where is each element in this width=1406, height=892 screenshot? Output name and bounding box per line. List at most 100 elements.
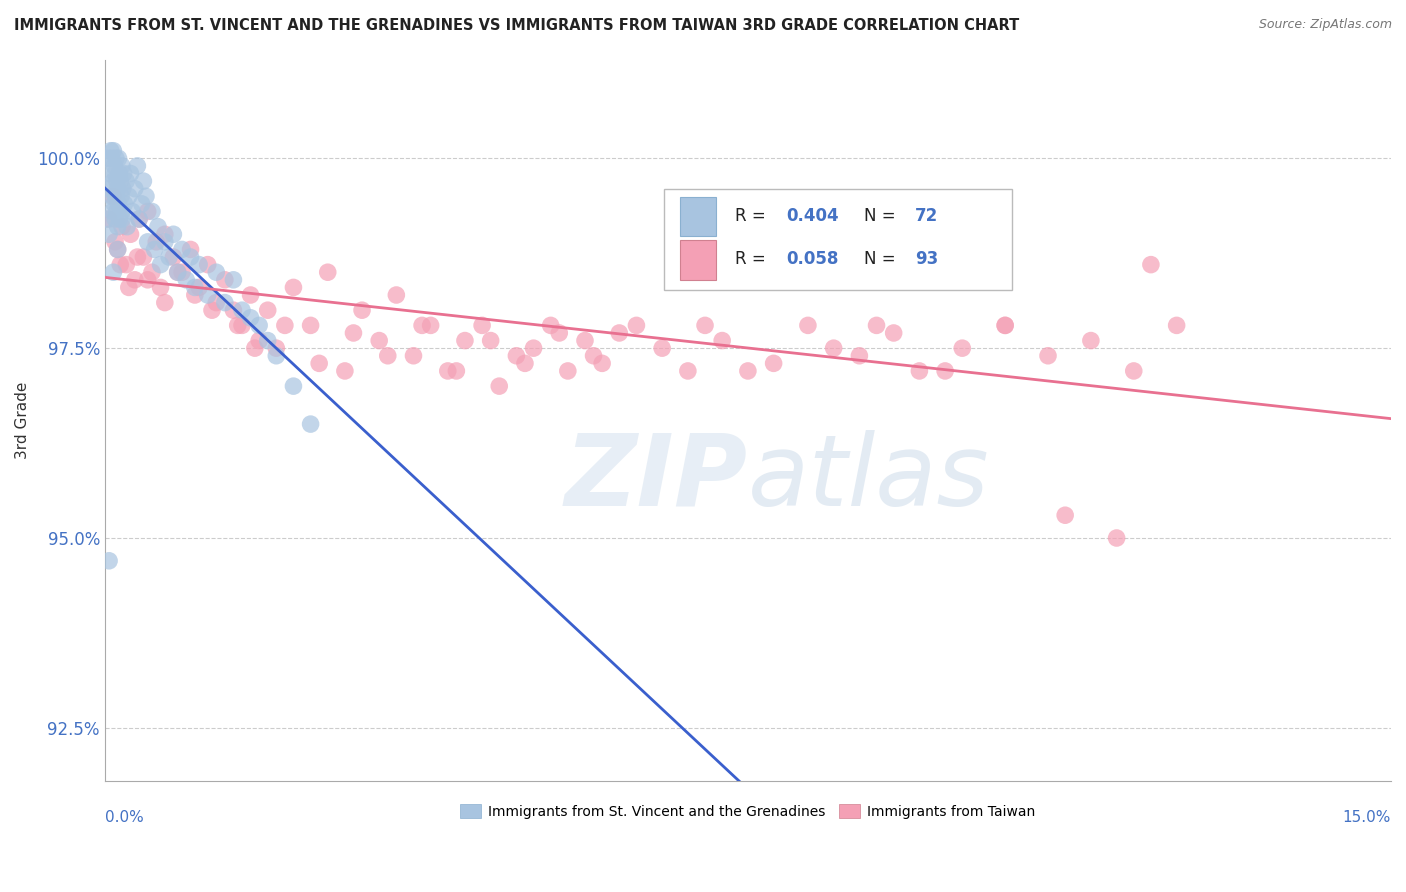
Point	[1122, 364, 1144, 378]
Point	[454, 334, 477, 348]
Point	[157, 250, 180, 264]
Point	[274, 318, 297, 333]
Point	[402, 349, 425, 363]
Point	[522, 341, 544, 355]
Point	[299, 318, 322, 333]
Point	[136, 273, 159, 287]
Text: N =: N =	[863, 207, 900, 225]
Point	[128, 212, 150, 227]
Point	[166, 265, 188, 279]
Point	[316, 265, 339, 279]
Point	[308, 356, 330, 370]
Point	[676, 364, 699, 378]
Point	[128, 212, 150, 227]
Point	[994, 318, 1017, 333]
Point	[247, 334, 270, 348]
Point	[582, 349, 605, 363]
Point	[114, 197, 136, 211]
Point	[950, 341, 973, 355]
Point	[105, 204, 128, 219]
Point	[266, 349, 288, 363]
Point	[205, 265, 228, 279]
Point	[823, 341, 845, 355]
Point	[342, 326, 364, 340]
Point	[100, 144, 122, 158]
Point	[184, 288, 207, 302]
Point	[143, 243, 166, 257]
Point	[146, 219, 169, 234]
Point	[107, 243, 129, 257]
Point	[136, 235, 159, 249]
Point	[377, 349, 399, 363]
Point	[1080, 334, 1102, 348]
Point	[141, 265, 163, 279]
Point	[222, 273, 245, 287]
Point	[127, 250, 149, 264]
Point	[103, 265, 125, 279]
Point	[110, 174, 132, 188]
Point	[104, 212, 127, 227]
Point	[591, 356, 613, 370]
Point	[651, 341, 673, 355]
Point	[112, 167, 135, 181]
Point	[243, 341, 266, 355]
Point	[180, 250, 202, 264]
Point	[110, 189, 132, 203]
Text: ZIP: ZIP	[565, 430, 748, 526]
Point	[557, 364, 579, 378]
Point	[797, 318, 820, 333]
Point	[162, 227, 184, 242]
Point	[115, 174, 138, 188]
Point	[180, 243, 202, 257]
Point	[103, 197, 125, 211]
FancyBboxPatch shape	[679, 240, 716, 279]
Point	[108, 167, 131, 181]
Point	[107, 151, 129, 165]
Point	[231, 318, 253, 333]
Point	[299, 417, 322, 431]
Point	[239, 288, 262, 302]
Point	[226, 318, 249, 333]
Point	[488, 379, 510, 393]
Point	[548, 326, 571, 340]
Point	[149, 280, 172, 294]
Point	[110, 258, 132, 272]
Point	[98, 212, 121, 227]
Point	[111, 219, 134, 234]
Point	[153, 295, 176, 310]
Point	[419, 318, 441, 333]
Point	[131, 197, 153, 211]
Point	[1054, 508, 1077, 523]
Point	[111, 212, 134, 227]
Point	[162, 250, 184, 264]
Point	[104, 151, 127, 165]
Point	[98, 167, 121, 181]
Point	[96, 212, 118, 227]
Point	[136, 204, 159, 219]
Y-axis label: 3rd Grade: 3rd Grade	[15, 382, 30, 459]
Text: 93: 93	[915, 251, 938, 268]
Point	[197, 258, 219, 272]
Point	[256, 303, 278, 318]
Point	[1036, 349, 1059, 363]
Point	[574, 334, 596, 348]
Point	[104, 167, 127, 181]
Point	[124, 182, 146, 196]
Point	[908, 364, 931, 378]
Point	[120, 167, 142, 181]
Point	[105, 174, 128, 188]
Text: 15.0%: 15.0%	[1343, 810, 1391, 825]
Point	[283, 280, 305, 294]
Point	[103, 174, 125, 188]
Point	[124, 273, 146, 287]
Point	[513, 356, 536, 370]
Point	[368, 334, 391, 348]
Point	[107, 182, 129, 196]
Point	[100, 151, 122, 165]
Point	[865, 318, 887, 333]
Point	[121, 204, 143, 219]
Point	[607, 326, 630, 340]
Point	[188, 258, 211, 272]
Point	[762, 356, 785, 370]
Point	[350, 303, 373, 318]
